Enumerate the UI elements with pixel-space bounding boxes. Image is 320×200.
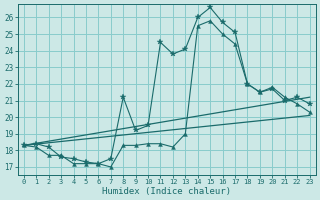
X-axis label: Humidex (Indice chaleur): Humidex (Indice chaleur) <box>102 187 231 196</box>
